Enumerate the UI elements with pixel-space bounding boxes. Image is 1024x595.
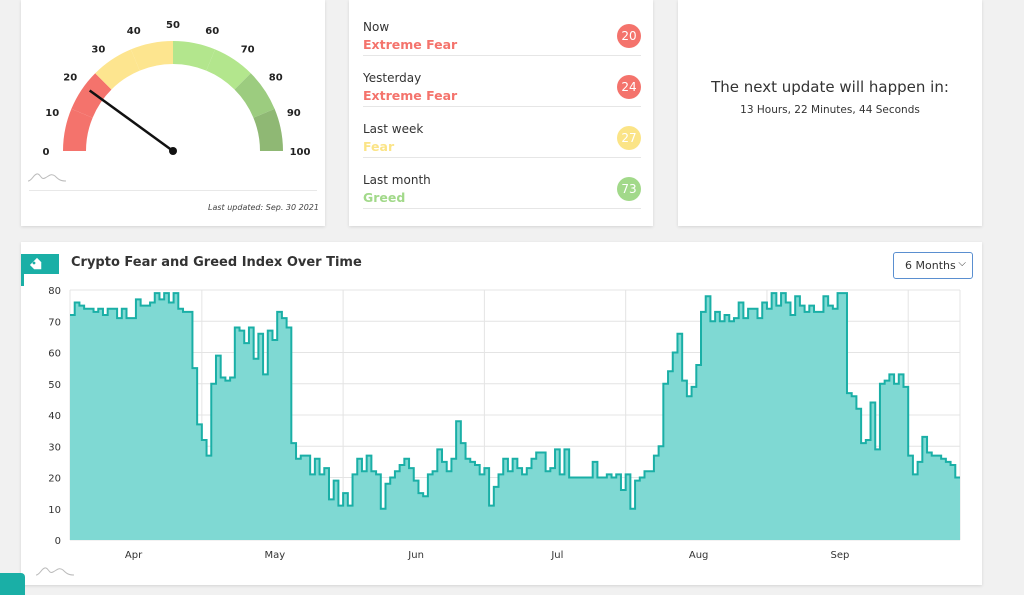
time-range-select[interactable]: 6 Months ⌵ <box>893 252 973 279</box>
history-classification: Greed <box>363 190 406 205</box>
history-label: Last month <box>363 173 431 187</box>
tag-label <box>21 254 59 274</box>
series-area <box>70 293 960 540</box>
gauge-tick-label: 20 <box>63 72 77 83</box>
gauge: 0 10 20 30 40 50 60 70 80 90 100 <box>43 20 311 158</box>
history-value-badge: 20 <box>617 24 641 48</box>
series-line <box>70 292 960 510</box>
y-tick-label: 50 <box>48 380 61 391</box>
history-label: Last week <box>363 122 424 136</box>
gauge-tick-label: 40 <box>127 26 141 37</box>
history-value-badge: 73 <box>617 177 641 201</box>
divider <box>363 157 641 158</box>
gauge-tick-label: 80 <box>269 72 283 83</box>
divider <box>363 208 641 209</box>
y-tick-label: 0 <box>55 536 61 547</box>
gauge-zone <box>130 41 173 71</box>
x-tick-label: Sep <box>830 550 849 561</box>
gauge-zone <box>206 49 251 90</box>
gauge-tick-label: 70 <box>241 44 255 55</box>
y-tick-label: 40 <box>48 411 61 422</box>
last-updated-text: Last updated: Sep. 30 2021 <box>208 203 319 212</box>
gauge-tick-label: 90 <box>287 108 301 119</box>
y-tick-label: 20 <box>48 474 61 485</box>
y-tick-label: 10 <box>48 505 61 516</box>
history-classification: Extreme Fear <box>363 88 458 103</box>
x-tick-label: May <box>264 550 285 561</box>
history-row: Yesterday Extreme Fear 24 <box>363 53 641 107</box>
y-tick-label: 70 <box>48 317 61 328</box>
next-update-countdown: 13 Hours, 22 Minutes, 44 Seconds <box>740 104 920 116</box>
x-tick-label: Jun <box>407 550 424 561</box>
history-card: Now Extreme Fear 20 Yesterday Extreme Fear 24… <box>349 0 653 226</box>
gauge-card: 0 10 20 30 40 50 60 70 80 90 100 Last updated: Sep… <box>21 0 325 226</box>
x-tick-label: Aug <box>689 550 709 561</box>
history-row: Last month Greed 73 <box>363 155 641 209</box>
divider <box>29 190 317 191</box>
tag-stub <box>21 274 24 286</box>
gauge-tick-label: 0 <box>43 147 50 158</box>
chart-card: Crypto Fear and Greed Index Over Time 6 … <box>21 242 982 585</box>
time-range-value: 6 Months <box>905 259 956 272</box>
gauge-tick-label: 100 <box>290 147 311 158</box>
gauge-needle-hub <box>169 147 177 155</box>
history-classification: Fear <box>363 139 395 154</box>
gauge-needle <box>88 89 174 153</box>
gauge-zone <box>63 108 93 151</box>
history-classification: Extreme Fear <box>363 37 458 52</box>
gauge-zone <box>71 73 112 118</box>
gauge-tick-label: 50 <box>166 20 180 31</box>
y-tick-label: 30 <box>48 442 61 453</box>
sparkline-icon <box>27 173 67 182</box>
tag-icon <box>29 257 42 270</box>
gauge-tick-label: 30 <box>91 44 105 55</box>
side-tab[interactable] <box>0 573 25 595</box>
x-tick-label: Jul <box>550 550 563 561</box>
gauge-tick-label: 60 <box>205 26 219 37</box>
history-row: Now Extreme Fear 20 <box>363 2 641 56</box>
divider <box>363 55 641 56</box>
gauge-zone <box>95 49 140 90</box>
chart-title: Crypto Fear and Greed Index Over Time <box>71 255 362 270</box>
history-value-badge: 27 <box>617 126 641 150</box>
gauge-zone <box>234 73 275 118</box>
gauge-zone <box>253 108 283 151</box>
gauge-zone <box>173 41 216 71</box>
y-tick-label: 60 <box>48 349 61 360</box>
history-label: Now <box>363 20 390 34</box>
y-tick-label: 80 <box>48 286 61 297</box>
chevron-down-icon: ⌵ <box>958 258 966 269</box>
history-value-badge: 24 <box>617 75 641 99</box>
x-tick-label: Apr <box>125 550 143 561</box>
history-row: Last week Fear 27 <box>363 104 641 158</box>
sparkline-icon <box>35 567 75 576</box>
gauge-tick-label: 10 <box>45 108 59 119</box>
history-label: Yesterday <box>363 71 422 85</box>
divider <box>363 106 641 107</box>
line-chart: 0 10 20 30 40 50 60 70 80 Apr May Jun Jul Aug Sep <box>48 286 961 561</box>
next-update-card: The next update will happen in: 13 Hours… <box>678 0 982 226</box>
next-update-title: The next update will happen in: <box>711 78 949 96</box>
